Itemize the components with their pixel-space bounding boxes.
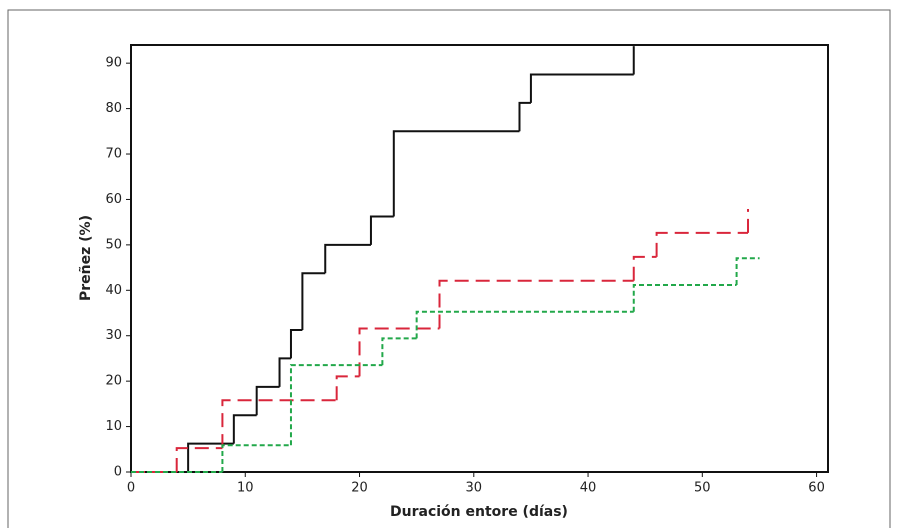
x-tick-label: 30 xyxy=(466,481,483,496)
step-segment xyxy=(735,257,760,285)
step-segment xyxy=(278,357,291,387)
step-segment xyxy=(392,130,520,217)
step-segment xyxy=(655,231,749,257)
y-tick-label: 60 xyxy=(105,192,122,207)
step-segment xyxy=(632,255,657,281)
step-segment xyxy=(221,399,337,449)
step-segment xyxy=(518,101,531,132)
step-segment xyxy=(438,279,634,329)
y-tick-label: 70 xyxy=(105,147,122,162)
step-segment xyxy=(324,243,371,274)
x-tick-label: 10 xyxy=(237,481,254,496)
y-tick-label: 20 xyxy=(105,374,122,389)
x-axis-label: Duración entore (días) xyxy=(390,504,568,520)
x-tick-label: 0 xyxy=(127,481,135,496)
step-segment xyxy=(301,272,326,331)
step-segment xyxy=(369,215,394,245)
step-segment xyxy=(415,310,634,339)
step-segment xyxy=(187,442,234,472)
step-segment xyxy=(358,327,440,377)
step-segment xyxy=(232,414,257,444)
x-tick-label: 60 xyxy=(808,481,825,496)
step-segment xyxy=(221,444,291,472)
y-tick-label: 30 xyxy=(105,328,122,343)
frame xyxy=(7,9,891,528)
y-axis-label: Preñez (%) xyxy=(78,215,94,301)
step-segment xyxy=(289,329,303,359)
plot-border xyxy=(130,44,829,473)
step-segment xyxy=(632,283,737,312)
x-tick-label: 40 xyxy=(580,481,597,496)
step-segment xyxy=(381,337,417,366)
step-segment xyxy=(529,73,634,103)
y-tick-label: 0 xyxy=(114,465,122,480)
y-tick-label: 40 xyxy=(105,283,122,298)
x-tick-label: 20 xyxy=(351,481,368,496)
y-tick-label: 50 xyxy=(105,237,122,252)
step-segment xyxy=(335,375,360,401)
step-segment xyxy=(175,447,223,472)
y-tick-label: 80 xyxy=(105,101,122,116)
step-segment xyxy=(255,385,280,416)
x-tick-label: 50 xyxy=(694,481,711,496)
step-segment xyxy=(289,364,383,446)
y-tick-label: 90 xyxy=(105,56,122,71)
y-tick-label: 10 xyxy=(105,419,122,434)
